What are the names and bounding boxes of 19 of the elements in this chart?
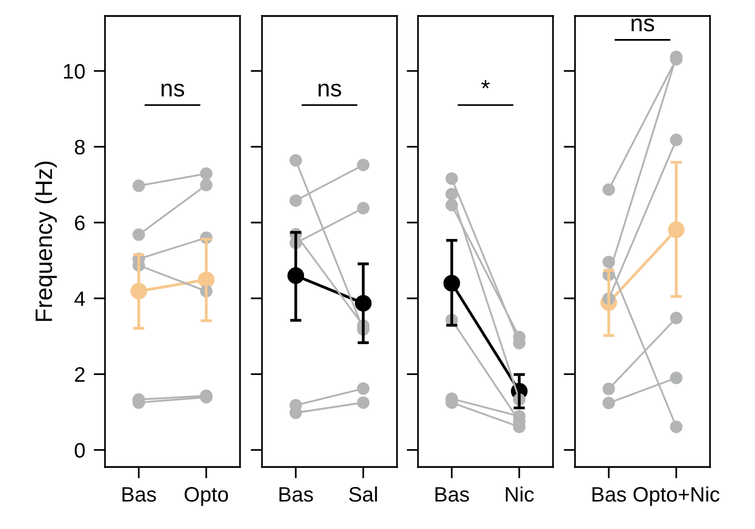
y-tick-label: 0 <box>74 442 85 458</box>
x-tick-label: Bas <box>436 487 469 502</box>
y-tick-label: 4 <box>74 292 85 306</box>
x-tick-label: Opto <box>184 486 228 506</box>
y-tick-label: 6 <box>75 216 85 230</box>
x-tick-label: Bas <box>122 487 156 502</box>
x-tick-label: Sal <box>349 486 377 502</box>
annotation: * <box>481 80 490 88</box>
x-tick-label: Bas <box>592 487 626 502</box>
y-tick-label: 2 <box>75 367 85 382</box>
y-tick-label: 10 <box>64 64 85 79</box>
annotation: ns <box>162 84 184 97</box>
y-tick-label: 8 <box>74 140 85 155</box>
x-tick-label: Bas <box>280 487 313 502</box>
annotation: ns <box>632 18 654 32</box>
y-axis-title: Frequency (Hz) <box>34 162 57 321</box>
x-tick-label: Opto+Nic <box>634 486 720 506</box>
annotation: ns <box>318 84 342 97</box>
x-tick-label: Nic <box>506 486 534 502</box>
